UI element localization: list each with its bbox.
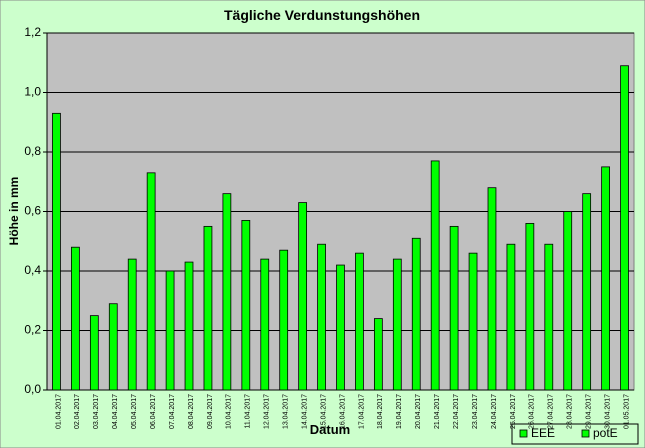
x-tick-label: 02.04.2017: [74, 394, 81, 429]
x-tick-label: 04.04.2017: [112, 394, 119, 429]
bar: [241, 220, 251, 391]
bar: [563, 211, 573, 391]
x-tick-label: 07.04.2017: [169, 394, 176, 429]
x-tick-label: 06.04.2017: [150, 394, 157, 429]
bar: [108, 303, 118, 391]
x-tick-label: 24.04.2017: [491, 394, 498, 429]
y-tick-label: 0,4: [24, 263, 41, 277]
x-tick-label: 03.04.2017: [93, 394, 100, 429]
bar: [392, 258, 402, 391]
x-tick-label: 15.04.2017: [320, 394, 327, 429]
x-tick-label: 26.04.2017: [529, 394, 536, 429]
x-tick-label: 14.04.2017: [301, 394, 308, 429]
bar: [165, 270, 175, 391]
bar: [449, 225, 459, 391]
x-tick-label: 16.04.2017: [339, 394, 346, 429]
bar: [525, 222, 535, 391]
legend: [511, 423, 639, 445]
x-tick-label: 05.04.2017: [131, 394, 138, 429]
bar: [203, 225, 213, 391]
bar: [146, 172, 156, 391]
y-tick-label: 0,2: [24, 323, 41, 337]
x-axis-label: Datum: [310, 422, 350, 437]
y-axis-label: Höhe in mm: [7, 177, 21, 246]
legend-swatch: [581, 429, 590, 438]
x-tick-label: 29.04.2017: [586, 394, 593, 429]
legend-label: potE: [593, 426, 618, 440]
bar: [411, 237, 421, 391]
x-tick-label: 18.04.2017: [377, 394, 384, 429]
bar: [336, 264, 345, 391]
bar: [222, 193, 232, 391]
y-tick-label: 0,6: [24, 204, 41, 218]
x-tick-label: 28.04.2017: [567, 394, 574, 429]
bar: [620, 65, 629, 391]
bar: [373, 318, 383, 391]
bar: [355, 252, 364, 391]
chart-title: Tägliche Verdunstungshöhen: [224, 7, 420, 23]
bar: [430, 160, 440, 391]
y-tick-label: 0,8: [24, 144, 41, 158]
bar: [71, 246, 80, 391]
legend-swatch: [519, 429, 528, 438]
x-tick-label: 11.04.2017: [245, 394, 252, 429]
x-tick-label: 01.05.2017: [623, 394, 630, 429]
bar: [506, 243, 516, 391]
bar: [601, 166, 610, 391]
bar: [89, 315, 99, 391]
y-tick-label: 0,0: [24, 382, 41, 396]
x-tick-label: 22.04.2017: [453, 394, 460, 429]
bar: [52, 112, 61, 391]
x-tick-label: 17.04.2017: [358, 394, 365, 429]
bar: [544, 243, 554, 391]
x-tick-label: 27.04.2017: [548, 394, 555, 429]
y-tick-label: 1,0: [24, 85, 41, 99]
x-tick-label: 30.04.2017: [604, 394, 611, 429]
x-tick-label: 23.04.2017: [472, 394, 479, 429]
x-tick-label: 20.04.2017: [415, 394, 422, 429]
bar: [487, 187, 497, 391]
bar: [298, 202, 308, 391]
x-tick-label: 08.04.2017: [188, 394, 195, 429]
bar: [184, 261, 194, 391]
x-tick-label: 09.04.2017: [207, 394, 214, 429]
bar: [317, 243, 326, 391]
bar: [468, 252, 478, 391]
legend-label: EEE: [531, 426, 555, 440]
bar: [260, 258, 270, 391]
x-tick-label: 13.04.2017: [283, 394, 290, 429]
x-tick-label: 12.04.2017: [264, 394, 271, 429]
bar: [279, 249, 289, 391]
x-tick-label: 01.04.2017: [55, 394, 62, 429]
x-tick-label: 10.04.2017: [226, 394, 233, 429]
x-tick-label: 25.04.2017: [510, 394, 517, 429]
bar: [582, 193, 592, 391]
bar: [127, 258, 137, 391]
y-tick-label: 1,2: [24, 25, 41, 39]
x-tick-label: 19.04.2017: [396, 394, 403, 429]
x-tick-label: 21.04.2017: [434, 394, 441, 429]
